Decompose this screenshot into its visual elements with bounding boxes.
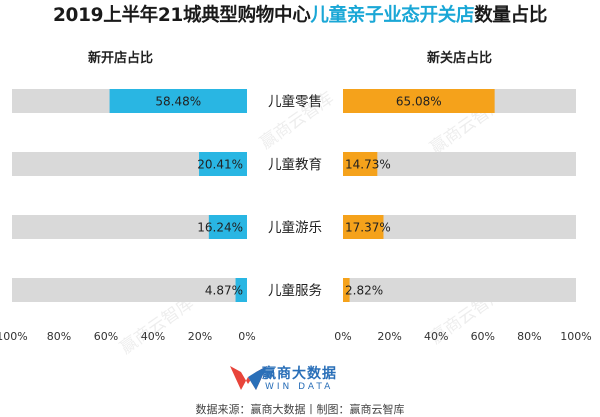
category-label-1: 儿童教育 xyxy=(268,156,322,173)
right-bar-0 xyxy=(343,89,495,113)
left-bar-2 xyxy=(208,215,247,239)
category-label-3: 儿童服务 xyxy=(268,282,322,299)
left-tick-2: 40% xyxy=(141,330,165,343)
left-tick-1: 20% xyxy=(188,330,212,343)
title-highlight: 儿童亲子业态开关店 xyxy=(310,5,475,26)
left-value-label-1: 20.41% xyxy=(197,158,243,172)
left-track-2 xyxy=(12,215,247,239)
left-bar-0 xyxy=(109,89,248,113)
right-tick-3: 60% xyxy=(471,330,495,343)
left-tick-4: 80% xyxy=(47,330,71,343)
chart-title: 2019上半年21城典型购物中心儿童亲子业态开关店数量占比 xyxy=(0,1,600,27)
watermark-text-1: 赢商云智库 xyxy=(117,293,198,358)
right-tick-5: 100% xyxy=(560,330,591,343)
right-track-3 xyxy=(343,278,576,302)
brand-name-en: WIN DATA xyxy=(265,382,334,392)
right-bar-3 xyxy=(343,278,350,302)
right-bar-1 xyxy=(343,152,378,176)
title-part2: 数量占比 xyxy=(474,5,548,26)
left-bar-1 xyxy=(199,152,247,176)
left-tick-5: 100% xyxy=(0,330,28,343)
right-tick-4: 80% xyxy=(517,330,541,343)
left-bar-3 xyxy=(235,278,247,302)
right-bar-2 xyxy=(343,215,384,239)
right-value-label-3: 2.82% xyxy=(345,284,383,298)
category-label-0: 儿童零售 xyxy=(268,93,322,110)
left-track-3 xyxy=(12,278,247,302)
left-value-label-2: 16.24% xyxy=(197,221,243,235)
right-panel-title: 新关店占比 xyxy=(427,50,492,66)
category-label-2: 儿童游乐 xyxy=(268,219,322,236)
title-part1: 2019上半年21城典型购物中心 xyxy=(52,5,311,26)
right-tick-0: 0% xyxy=(334,330,351,343)
left-panel-title: 新开店占比 xyxy=(88,50,153,66)
right-value-label-1: 14.73% xyxy=(345,158,391,172)
right-track-1 xyxy=(343,152,576,176)
left-value-label-3: 4.87% xyxy=(205,284,243,298)
left-tick-3: 60% xyxy=(94,330,118,343)
right-tick-2: 40% xyxy=(424,330,448,343)
right-value-label-0: 65.08% xyxy=(396,95,442,109)
left-value-label-0: 58.48% xyxy=(155,95,201,109)
windata-logo-icon xyxy=(230,366,267,390)
source-note: 数据来源：赢商大数据丨制图：赢商云智库 xyxy=(195,403,405,416)
brand-name-cn: 赢商大数据 xyxy=(262,366,337,382)
right-tick-1: 20% xyxy=(377,330,401,343)
left-tick-0: 0% xyxy=(238,330,255,343)
right-value-label-2: 17.37% xyxy=(345,221,391,235)
